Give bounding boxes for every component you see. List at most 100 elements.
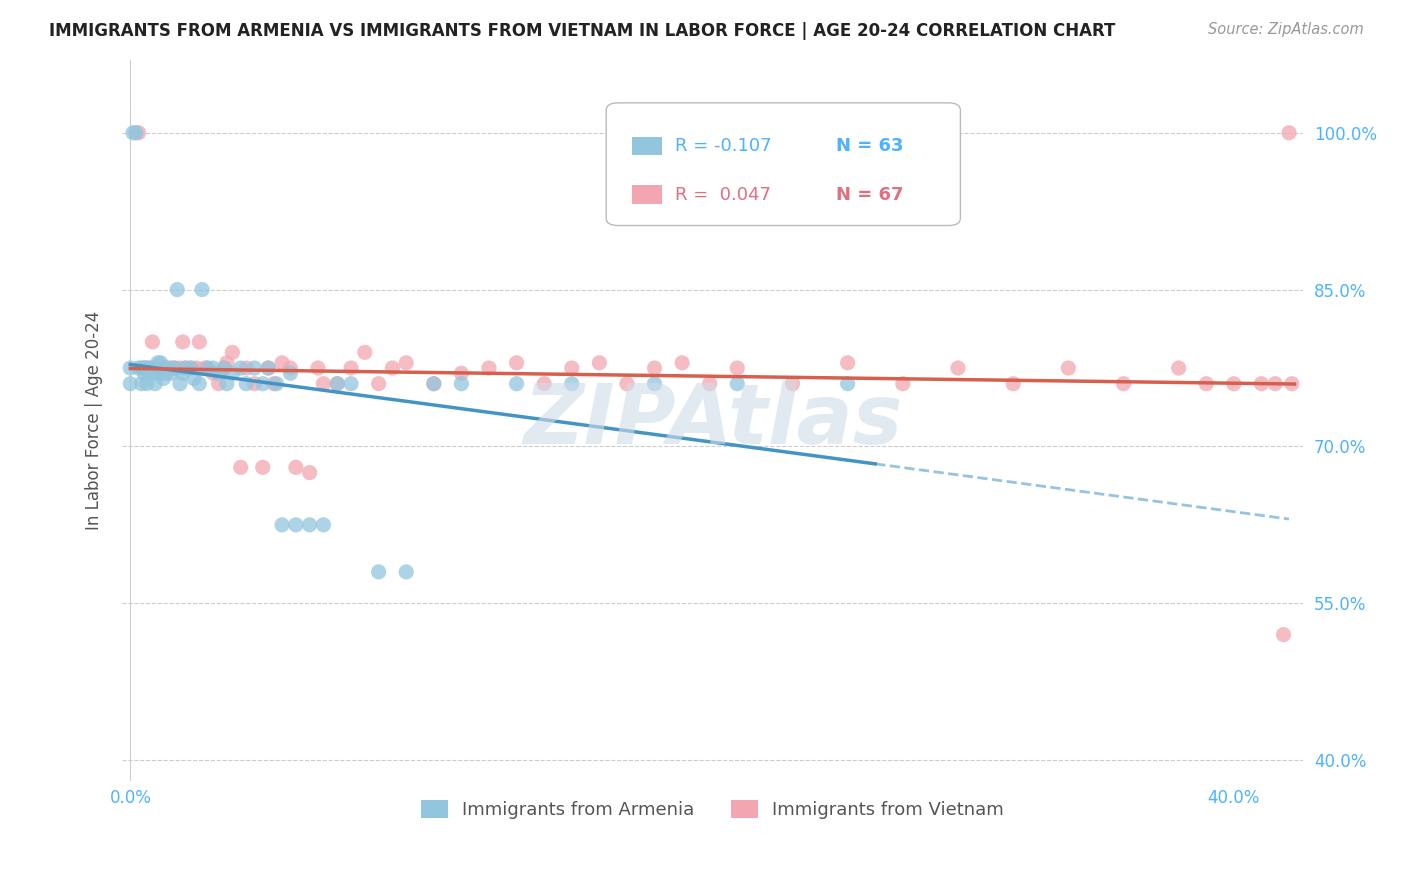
Point — [202, 366, 225, 380]
Point — [561, 376, 583, 391]
Point — [837, 376, 859, 391]
Text: ZIPAtlas: ZIPAtlas — [523, 380, 903, 461]
Point — [395, 565, 418, 579]
Point — [1112, 376, 1135, 391]
Point — [143, 376, 166, 391]
Point — [157, 361, 180, 376]
Point — [183, 371, 205, 385]
Point — [135, 361, 157, 376]
Point — [284, 517, 307, 532]
Point — [120, 376, 142, 391]
Point — [128, 361, 150, 376]
Point — [180, 361, 202, 376]
Point — [155, 366, 177, 380]
Point — [172, 366, 194, 380]
Point — [188, 334, 211, 349]
Point — [160, 361, 183, 376]
Point — [229, 460, 252, 475]
Point — [782, 376, 804, 391]
Point — [149, 366, 172, 380]
Point — [312, 517, 335, 532]
Point — [152, 361, 174, 376]
Point — [146, 366, 169, 380]
Point — [891, 376, 914, 391]
Point — [671, 356, 693, 370]
Point — [243, 361, 266, 376]
Point — [202, 361, 225, 376]
Point — [229, 361, 252, 376]
Point — [143, 361, 166, 376]
Point — [1272, 627, 1295, 641]
Point — [160, 366, 183, 380]
Point — [644, 376, 666, 391]
Point — [271, 356, 294, 370]
Point — [1223, 376, 1246, 391]
Point — [326, 376, 349, 391]
Point — [172, 334, 194, 349]
Point — [191, 283, 214, 297]
Point — [725, 376, 748, 391]
Point — [134, 361, 156, 376]
Point — [307, 361, 329, 376]
Point — [1264, 376, 1286, 391]
Point — [169, 376, 191, 391]
Point — [125, 126, 148, 140]
Text: R =  0.047: R = 0.047 — [675, 186, 770, 203]
Point — [243, 376, 266, 391]
Text: N = 63: N = 63 — [837, 136, 904, 155]
Point — [278, 366, 301, 380]
Point — [215, 356, 238, 370]
Point — [837, 356, 859, 370]
Point — [197, 361, 219, 376]
Point — [1250, 376, 1272, 391]
Point — [505, 376, 527, 391]
Point — [725, 361, 748, 376]
Point — [174, 361, 197, 376]
Point — [166, 283, 188, 297]
Point — [271, 517, 294, 532]
Point — [533, 376, 555, 391]
Point — [163, 361, 186, 376]
Point — [138, 361, 160, 376]
Point — [381, 361, 404, 376]
Point — [163, 361, 186, 376]
Point — [141, 366, 163, 380]
Point — [1167, 361, 1189, 376]
Point — [221, 345, 243, 359]
Point — [1281, 376, 1303, 391]
Point — [131, 376, 153, 391]
Point — [215, 376, 238, 391]
Point — [146, 361, 169, 376]
Point — [298, 517, 321, 532]
Point — [450, 366, 472, 380]
Point — [155, 361, 177, 376]
Text: IMMIGRANTS FROM ARMENIA VS IMMIGRANTS FROM VIETNAM IN LABOR FORCE | AGE 20-24 CO: IMMIGRANTS FROM ARMENIA VS IMMIGRANTS FR… — [49, 22, 1115, 40]
Point — [367, 376, 389, 391]
Point — [152, 371, 174, 385]
Point — [561, 361, 583, 376]
Point — [152, 361, 174, 376]
Point — [252, 376, 274, 391]
Point — [135, 361, 157, 376]
Point — [207, 366, 229, 380]
Point — [235, 376, 257, 391]
Point — [212, 361, 235, 376]
Point — [257, 361, 280, 376]
Text: N = 67: N = 67 — [837, 186, 904, 203]
Point — [131, 361, 153, 376]
Point — [395, 356, 418, 370]
Point — [141, 334, 163, 349]
Point — [188, 376, 211, 391]
Point — [134, 361, 156, 376]
Point — [312, 376, 335, 391]
FancyBboxPatch shape — [633, 136, 662, 155]
Point — [194, 361, 217, 376]
Point — [298, 466, 321, 480]
Text: R = -0.107: R = -0.107 — [675, 136, 772, 155]
Point — [128, 126, 150, 140]
Point — [340, 361, 363, 376]
FancyBboxPatch shape — [633, 186, 662, 203]
Point — [284, 460, 307, 475]
Point — [946, 361, 969, 376]
Y-axis label: In Labor Force | Age 20-24: In Labor Force | Age 20-24 — [86, 310, 103, 530]
